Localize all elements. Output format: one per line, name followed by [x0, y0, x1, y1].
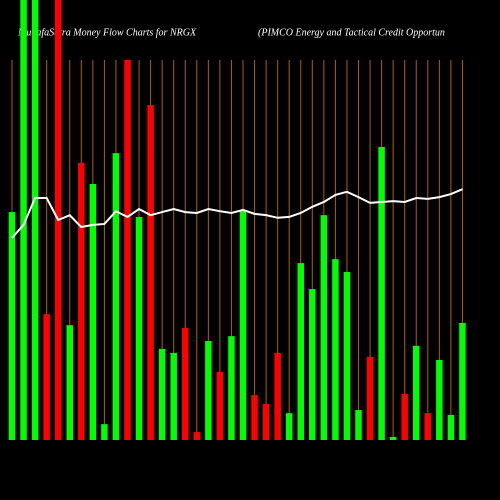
- bar: [158, 348, 166, 440]
- bar: [389, 436, 397, 440]
- bar: [78, 162, 85, 441]
- bar: [378, 146, 385, 440]
- bar: [459, 322, 466, 440]
- bar: [20, 0, 27, 440]
- bar: [31, 0, 39, 440]
- bar: [332, 259, 339, 440]
- chart-title: MunafaSutra Money Flow Charts for NRGX: [17, 27, 197, 38]
- bar: [170, 352, 177, 440]
- bar: [124, 59, 131, 441]
- bar: [285, 413, 293, 440]
- bar: [436, 359, 443, 440]
- bar: [193, 432, 201, 440]
- bar: [147, 105, 154, 440]
- bar: [343, 271, 351, 440]
- bar: [216, 371, 224, 440]
- bar: [228, 336, 235, 440]
- bar: [320, 215, 328, 440]
- bar: [355, 410, 362, 440]
- bar: [43, 314, 50, 440]
- bar: [89, 183, 97, 441]
- bar: [112, 153, 120, 440]
- bar: [309, 289, 316, 440]
- bar: [274, 352, 281, 440]
- bar: [447, 414, 455, 440]
- bar: [401, 393, 408, 440]
- bar: [366, 356, 374, 440]
- bar: [251, 395, 258, 440]
- bar: [135, 216, 143, 440]
- bar: [8, 212, 16, 440]
- bar: [262, 403, 270, 440]
- bar: [182, 327, 189, 440]
- line: [11, 188, 463, 239]
- bar: [424, 413, 432, 440]
- bar: [239, 209, 247, 440]
- bar: [101, 424, 108, 440]
- bar: [413, 345, 420, 440]
- bar: [205, 341, 212, 440]
- chart-subtitle: (PIMCO Energy and Tactical Credit Opport…: [258, 27, 445, 38]
- bar: [66, 325, 73, 440]
- bar: [297, 263, 304, 440]
